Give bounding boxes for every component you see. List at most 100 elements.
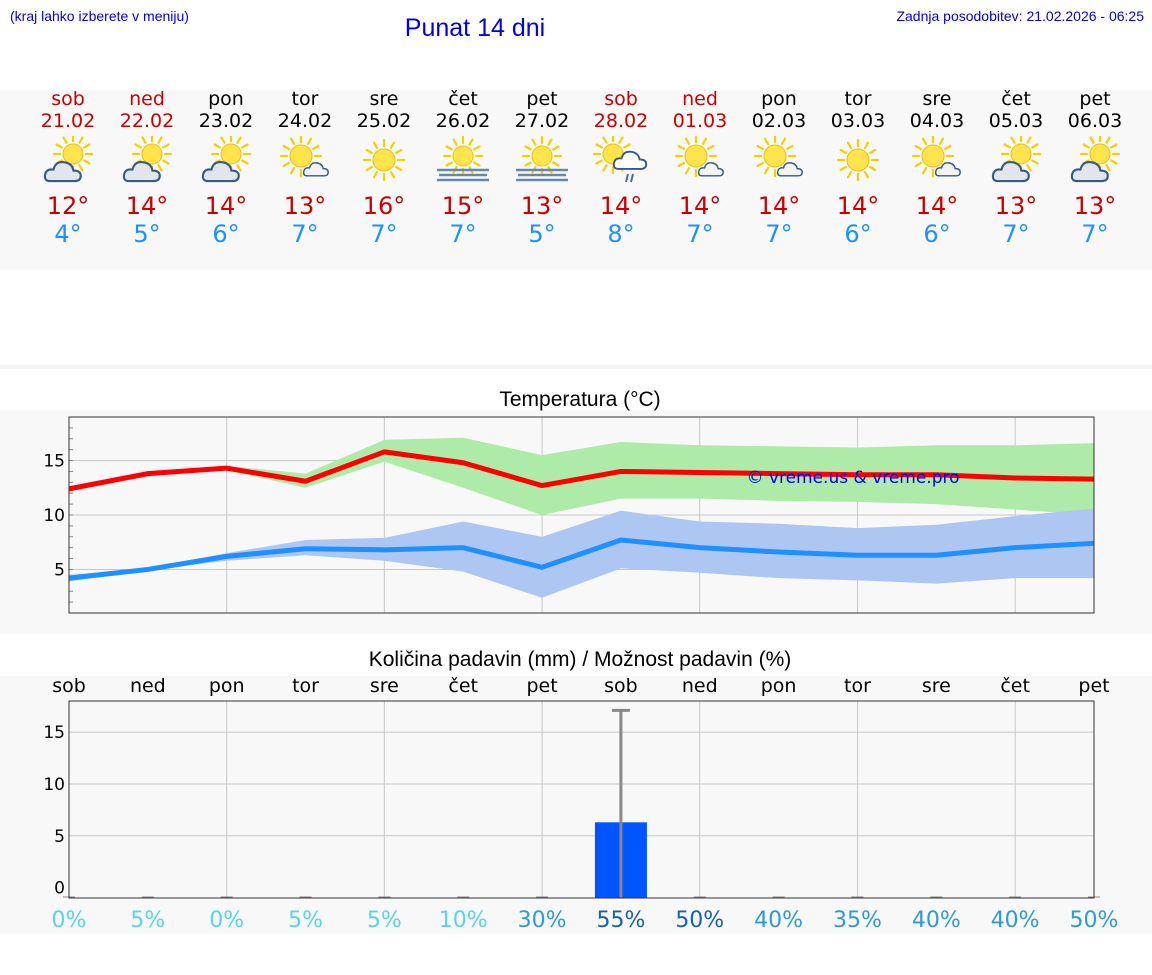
sun-disc (141, 143, 163, 165)
menu-hint: (kraj lahko izberete v meniju) (10, 8, 189, 24)
precip-probability: 5% (367, 908, 402, 933)
plot-area (69, 701, 1094, 898)
sun-disc (1089, 143, 1111, 165)
day-label: sre (922, 675, 951, 697)
precip-probability: 0% (209, 908, 244, 933)
min-temperature: 7° (686, 220, 714, 248)
day-name: čet (448, 88, 478, 110)
day-date: 21.02 (40, 110, 96, 132)
min-temperature: 5° (528, 220, 556, 248)
page-title: Punat 14 dni (404, 14, 546, 42)
day-forecast: pet 27.02 13° 5° (497, 88, 587, 248)
min-temperature: 7° (1002, 220, 1030, 248)
day-forecast: čet 05.03 13° 7° (971, 88, 1061, 248)
day-forecast: čet 26.02 15° 7° (418, 88, 508, 248)
day-name: sre (922, 88, 952, 110)
precipitation-chart: sob ned pon tor sre čet pet sob ned pon tor sre čet p… (43, 675, 1119, 933)
min-temperature: 6° (212, 220, 240, 248)
day-label: pon (761, 675, 797, 697)
cloud-shape (612, 150, 648, 170)
precip-probability: 40% (991, 908, 1040, 933)
y-tick-label: 5 (54, 827, 65, 847)
temperature-chart: 5 10 15 © vreme.us & vreme.pro (43, 416, 1095, 614)
partly-cloudy-icon (122, 136, 173, 183)
watermark: © vreme.us & vreme.pro (746, 468, 959, 488)
max-temperature: 14° (836, 192, 880, 220)
day-name: sre (369, 88, 399, 110)
sun-disc (763, 144, 787, 168)
precipitation-chart-title: Količina padavin (mm) / Možnost padavin … (368, 648, 792, 671)
y-tick-label: 5 (54, 560, 65, 580)
max-temperature-line (68, 449, 1095, 492)
min-temperature: 7° (291, 220, 319, 248)
day-date: 23.02 (198, 110, 254, 132)
day-forecast: sob 28.02 14° 8° (576, 88, 666, 248)
day-forecast: sob 21.02 12° 4° (23, 88, 113, 248)
precip-probability: 10% (439, 908, 488, 933)
day-label: čet (1000, 675, 1030, 697)
day-name: tor (291, 88, 319, 110)
last-update: Zadnja posodobitev: 21.02.2026 - 06:25 (896, 8, 1144, 24)
min-temperature: 5° (133, 220, 161, 248)
sun-rays (911, 136, 955, 178)
sun-disc (1010, 143, 1032, 165)
cloud-shape (697, 162, 724, 177)
day-name: ned (129, 88, 165, 110)
day-date: 05.03 (988, 110, 1044, 132)
day-name: pet (526, 88, 558, 110)
day-label: ned (130, 675, 166, 697)
day-date: 01.03 (672, 110, 728, 132)
sun-disc (62, 143, 84, 165)
day-forecast: pon 23.02 14° 6° (181, 88, 271, 248)
plot-frame (68, 416, 1095, 614)
cloud-shape (201, 161, 240, 183)
plot-frame (68, 700, 1095, 899)
precip-probability: 0% (52, 908, 87, 933)
day-label: pon (209, 675, 245, 697)
partly-cloudy-icon (1070, 136, 1121, 183)
min-temperature: 7° (449, 220, 477, 248)
min-temperature: 6° (844, 220, 872, 248)
sun-disc (289, 144, 313, 168)
temperature-chart-title: Temperatura (°C) (499, 388, 661, 411)
day-date: 27.02 (514, 110, 570, 132)
y-tick-label: 15 (43, 723, 65, 743)
day-date: 28.02 (593, 110, 649, 132)
day-forecast: sre 04.03 14° 6° (892, 88, 982, 248)
forecast-band (0, 90, 1152, 270)
max-temperature: 13° (1073, 192, 1117, 220)
cloud-shape (991, 161, 1030, 183)
precip-probability: 35% (833, 908, 882, 933)
day-name: sob (604, 88, 638, 110)
day-name: pet (1079, 88, 1111, 110)
precip-probability: 50% (1070, 908, 1119, 933)
max-temperature: 14° (204, 192, 248, 220)
day-date: 02.03 (751, 110, 807, 132)
day-forecast: tor 24.02 13° 7° (260, 88, 350, 248)
mostly-sunny-icon (279, 136, 329, 178)
day-label: sob (52, 675, 86, 697)
sun-cloud-rain-icon (593, 136, 648, 183)
max-temperature: 13° (994, 192, 1038, 220)
day-label: sob (604, 675, 638, 697)
sun-disc (846, 148, 870, 172)
max-temperature: 14° (125, 192, 169, 220)
min-temperature: 4° (54, 220, 82, 248)
sunny-fog-icon (437, 136, 489, 182)
max-temperature: 14° (915, 192, 959, 220)
day-name: tor (844, 88, 872, 110)
partly-cloudy-icon (43, 136, 94, 183)
min-temperature: 7° (1081, 220, 1109, 248)
day-date: 24.02 (277, 110, 333, 132)
cloud-shape (934, 162, 961, 177)
min-temperature: 6° (923, 220, 951, 248)
sun-disc (531, 145, 553, 167)
day-forecast: tor 03.03 14° 6° (813, 88, 903, 248)
sun-rays (362, 138, 406, 182)
day-label: tor (292, 675, 319, 697)
day-forecast: pet 06.03 13° 7° (1050, 88, 1140, 248)
partly-cloudy-icon (201, 136, 252, 183)
max-temperature: 13° (283, 192, 327, 220)
precip-probability: 5% (130, 908, 165, 933)
y-tick-label: 10 (43, 775, 65, 795)
